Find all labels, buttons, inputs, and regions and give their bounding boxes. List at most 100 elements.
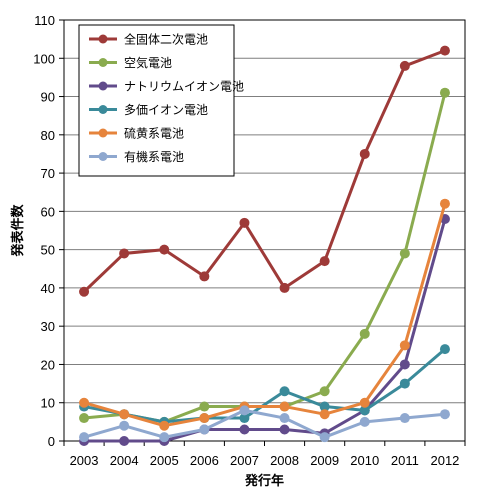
series-1 (79, 45, 450, 297)
y-tick-label: 30 (41, 319, 55, 334)
data-point (79, 286, 90, 297)
y-tick-label: 40 (41, 281, 55, 296)
series-6 (79, 405, 450, 443)
series-line (83, 49, 446, 293)
data-point (319, 432, 330, 443)
data-point (319, 409, 330, 420)
data-point (319, 256, 330, 267)
data-point (279, 282, 290, 293)
x-tick-label: 2012 (430, 453, 459, 468)
series-line (84, 218, 447, 443)
legend-item: 硫黄系電池 (89, 126, 184, 141)
data-point (279, 401, 290, 412)
data-point (399, 340, 410, 351)
legend-label: 全固体二次電池 (124, 32, 208, 47)
data-point (159, 420, 170, 431)
x-tick-label: 2011 (391, 453, 419, 468)
data-point (439, 45, 450, 56)
data-point (239, 405, 250, 416)
data-point (439, 198, 450, 209)
legend-swatch-marker (98, 105, 108, 114)
legend-swatch-marker (98, 34, 108, 44)
legend-item: 有機系電池 (89, 149, 184, 164)
x-tick-label: 2010 (350, 453, 379, 468)
data-point (199, 413, 210, 424)
legend-label: 多価イオン電池 (124, 103, 208, 117)
data-point (279, 413, 290, 424)
legend-swatch-marker (98, 152, 108, 161)
legend-swatch-marker (98, 58, 108, 67)
data-point (359, 148, 370, 159)
data-point (79, 397, 90, 408)
data-point (199, 271, 210, 282)
data-point (239, 217, 250, 228)
y-tick-label: 70 (41, 166, 55, 181)
data-point (119, 436, 130, 446)
data-point (439, 409, 450, 420)
data-point (399, 359, 410, 370)
legend-swatch-marker (98, 81, 108, 91)
legend-label: 有機系電池 (124, 149, 184, 164)
data-point (119, 248, 130, 259)
y-tick-label: 50 (41, 243, 55, 258)
data-point (79, 413, 90, 424)
data-point (359, 328, 370, 339)
data-point (319, 386, 330, 397)
data-point (439, 344, 450, 355)
data-point (119, 420, 130, 431)
x-tick-label: 2009 (310, 453, 339, 468)
data-point (359, 397, 370, 408)
x-tick-label: 2008 (270, 453, 299, 468)
data-point (239, 424, 250, 435)
y-tick-label: 20 (41, 357, 55, 372)
data-point (199, 424, 210, 435)
legend-label: 硫黄系電池 (124, 126, 184, 141)
x-axis: 2003 2004 2005 2006 2007 2008 2009 2010 2011 2012 (63, 441, 466, 468)
y-tick-label: 100 (33, 51, 55, 66)
y-tick-label: 90 (41, 90, 55, 105)
data-point (79, 432, 90, 443)
series-line (83, 408, 446, 439)
series-layer (79, 45, 450, 446)
x-tick-label: 2003 (70, 453, 99, 468)
legend-item: 多価イオン電池 (89, 103, 208, 117)
data-point (239, 413, 250, 424)
y-tick-label: 60 (41, 204, 55, 219)
data-point (119, 409, 130, 420)
data-point (279, 386, 290, 397)
data-point (399, 248, 410, 259)
series-5 (79, 198, 450, 431)
series-3 (79, 214, 450, 446)
legend-item: 全固体二次電池 (89, 32, 208, 47)
y-tick-label: 10 (41, 396, 55, 411)
legend-label: ナトリウムイオン電池 (124, 80, 244, 94)
x-tick-label: 2006 (190, 453, 219, 468)
data-point (159, 244, 170, 255)
x-tick-label: 2004 (110, 453, 139, 468)
series-line (83, 203, 447, 428)
data-point (359, 405, 370, 416)
data-point (319, 401, 330, 412)
data-point (159, 432, 170, 443)
data-point (279, 424, 290, 435)
legend-box (78, 24, 235, 177)
y-axis-title: 発表件数 (10, 204, 26, 258)
y-axis: 0 10 20 30 40 50 60 70 80 90 100 110 (33, 13, 64, 449)
data-point (399, 60, 410, 71)
y-tick-label: 80 (41, 128, 55, 143)
y-tick-label: 0 (48, 434, 55, 449)
legend-item: 空気電池 (89, 55, 172, 70)
x-tick-label: 2007 (230, 453, 259, 468)
legend-swatch-marker (98, 128, 108, 138)
data-point (439, 87, 450, 98)
x-tick-label: 2005 (150, 453, 179, 468)
data-point (199, 401, 210, 412)
x-axis-title: 発行年 (244, 473, 284, 489)
data-point (399, 378, 410, 389)
legend-item: ナトリウムイオン電池 (89, 80, 244, 94)
series-line (83, 348, 446, 424)
data-point (399, 413, 410, 424)
legend-label: 空気電池 (124, 55, 172, 70)
